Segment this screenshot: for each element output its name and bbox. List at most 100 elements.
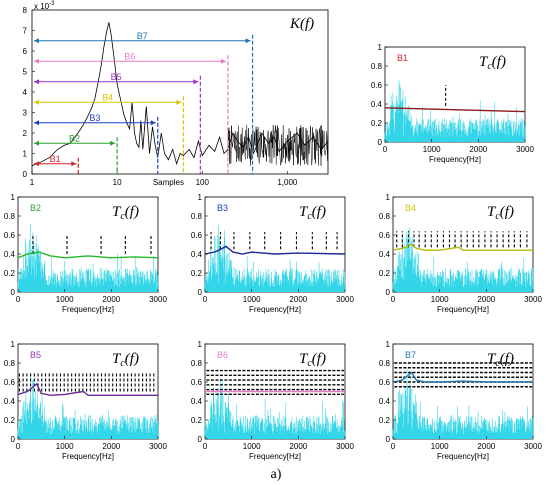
kurtogram-y-exponent: x 10-3: [34, 1, 55, 11]
tc-y-tick-label: 0.4: [379, 250, 391, 259]
tc-spectrum: [204, 378, 346, 439]
tc-band-label: B2: [30, 203, 41, 213]
kurtogram-band-label: B6: [124, 51, 135, 61]
tc-threshold-line: [392, 243, 533, 251]
kurtogram-band-arrowhead-left: [34, 58, 39, 64]
tc-panel-b2: 0 0.2 0.4 0.6 0.8 1 0 1000 2000 3000 Frequency[Hz]…: [4, 193, 168, 314]
tc-threshold-line: [17, 251, 159, 259]
tc-x-axis-label: Frequency[Hz]: [249, 452, 301, 461]
tc-x-tick-label: 3000: [524, 442, 542, 451]
tc-x-tick-label: 3000: [336, 442, 354, 451]
tc-band-label: B1: [397, 53, 408, 63]
tc-x-tick-label: 3000: [149, 442, 167, 451]
kurtogram-band-arrowhead-right: [193, 79, 199, 85]
tc-y-tick-label: 0.4: [379, 397, 391, 406]
tc-title: Tc(f): [479, 54, 506, 72]
tc-y-tick-label: 0.4: [191, 250, 203, 259]
tc-x-tick-label: 2000: [102, 442, 120, 451]
kurtogram-band-b3: B3: [34, 113, 159, 174]
kurtogram-band-arrowhead-right: [110, 140, 116, 146]
tc-y-tick-label: 1: [386, 193, 391, 202]
kurtogram-band-arrowhead-left: [34, 120, 39, 126]
kurtogram-band-label: B5: [111, 72, 122, 82]
kurtogram-band-b1: B1: [34, 154, 79, 174]
tc-y-tick-label: 1: [11, 193, 16, 202]
tc-x-tick-label: 0: [203, 295, 208, 304]
tc-title: Tc(f): [299, 204, 326, 222]
tc-x-tick-label: 0: [203, 442, 208, 451]
tc-y-tick-label: 0.6: [4, 231, 16, 240]
tc-x-tick-label: 1000: [56, 442, 74, 451]
tc-band-label: B4: [405, 203, 416, 213]
kurtogram-title: K(f): [289, 16, 314, 32]
tc-x-axis-label: Frequency[Hz]: [437, 305, 489, 314]
tc-threshold-line: [17, 382, 158, 397]
tc-x-tick-label: 1000: [243, 295, 261, 304]
tc-x-tick-label: 1000: [56, 295, 74, 304]
tc-x-tick-label: 3000: [524, 295, 542, 304]
tc-band-label: B5: [30, 350, 41, 360]
kurtogram-y-tick-label: 8: [23, 6, 28, 15]
tc-x-axis-label: Frequency[Hz]: [429, 155, 481, 164]
tc-y-tick-label: 0: [11, 435, 16, 444]
kurtogram-band-arrowhead-left: [34, 99, 39, 105]
kurtogram-y-tick-label: 4: [23, 88, 28, 97]
kurtogram-band-b6: B6: [34, 51, 229, 174]
kurtogram-band-arrowhead-left: [34, 38, 39, 44]
tc-panel-b3: 0 0.2 0.4 0.6 0.8 1 0 1000 2000 3000 Frequency[Hz]…: [191, 193, 355, 314]
tc-y-tick-label: 0.4: [191, 397, 203, 406]
tc-y-tick-label: 0.2: [191, 416, 203, 425]
kurtogram-frame: [31, 9, 329, 175]
tc-x-axis-label: Frequency[Hz]: [437, 452, 489, 461]
kurtogram-band-arrowhead-right: [245, 38, 251, 44]
kurtogram-y-tick-label: 2: [23, 129, 28, 138]
tc-y-tick-label: 0.8: [191, 212, 203, 221]
tc-x-axis-label: Frequency[Hz]: [249, 305, 301, 314]
kurtogram-y-tick-label: 5: [23, 68, 28, 77]
tc-panel-b6: 0 0.2 0.4 0.6 0.8 1 0 1000 2000 3000 Frequency[Hz]…: [191, 340, 355, 461]
tc-x-tick-label: 0: [16, 442, 21, 451]
kurtogram-x-tick-label: 100: [196, 178, 210, 187]
kurtogram-y-tick-label: 3: [23, 109, 28, 118]
tc-y-tick-label: 0.4: [371, 100, 383, 109]
kurtogram-band-label: B7: [137, 31, 148, 41]
tc-x-tick-label: 2000: [477, 295, 495, 304]
kurtogram-band-arrowhead-left: [34, 79, 39, 85]
kurtogram-band-arrowhead-left: [34, 161, 39, 167]
kurtogram-band-label: B1: [50, 154, 61, 164]
kurtogram-x-tick-label: 10: [113, 178, 122, 187]
tc-y-tick-label: 0.6: [371, 81, 383, 90]
tc-x-tick-label: 1000: [243, 442, 261, 451]
tc-x-tick-label: 2000: [477, 442, 495, 451]
tc-panel-b5: 0 0.2 0.4 0.6 0.8 1 0 1000 2000 3000 Frequency[Hz]…: [4, 340, 168, 461]
tc-y-tick-label: 0.6: [379, 231, 391, 240]
kurtogram-y-tick-label: 1: [23, 150, 28, 159]
tc-y-tick-label: 0: [198, 435, 203, 444]
tc-y-tick-label: 0.2: [371, 119, 383, 128]
tc-y-tick-label: 1: [198, 340, 203, 349]
tc-y-tick-label: 0.2: [379, 269, 391, 278]
kurtogram-y-tick-label: 7: [23, 27, 28, 36]
kurtogram-band-arrowhead-right: [150, 120, 156, 126]
tc-x-tick-label: 1000: [431, 295, 449, 304]
tc-y-tick-label: 0.8: [4, 359, 16, 368]
tc-threshold-line: [384, 107, 526, 113]
kurtogram-band-arrowhead-right: [71, 161, 77, 167]
tc-x-tick-label: 2000: [289, 295, 307, 304]
tc-title: Tc(f): [487, 351, 514, 369]
tc-y-tick-label: 0.4: [4, 250, 16, 259]
tc-x-tick-label: 3000: [516, 145, 534, 154]
tc-y-tick-label: 1: [378, 43, 383, 52]
tc-x-tick-label: 2000: [469, 145, 487, 154]
tc-spectrum: [392, 369, 534, 439]
kurtogram-band-b7: B7: [34, 31, 254, 174]
tc-y-tick-label: 0: [378, 138, 383, 147]
tc-y-tick-label: 0.2: [4, 416, 16, 425]
kurtogram-noise-line: [227, 124, 329, 166]
kurtogram-band-b4: B4: [34, 92, 184, 174]
tc-y-tick-label: 0.6: [379, 378, 391, 387]
figure-caption: a): [271, 467, 282, 482]
tc-x-tick-label: 3000: [149, 295, 167, 304]
kurtogram-band-arrowhead-right: [176, 99, 182, 105]
